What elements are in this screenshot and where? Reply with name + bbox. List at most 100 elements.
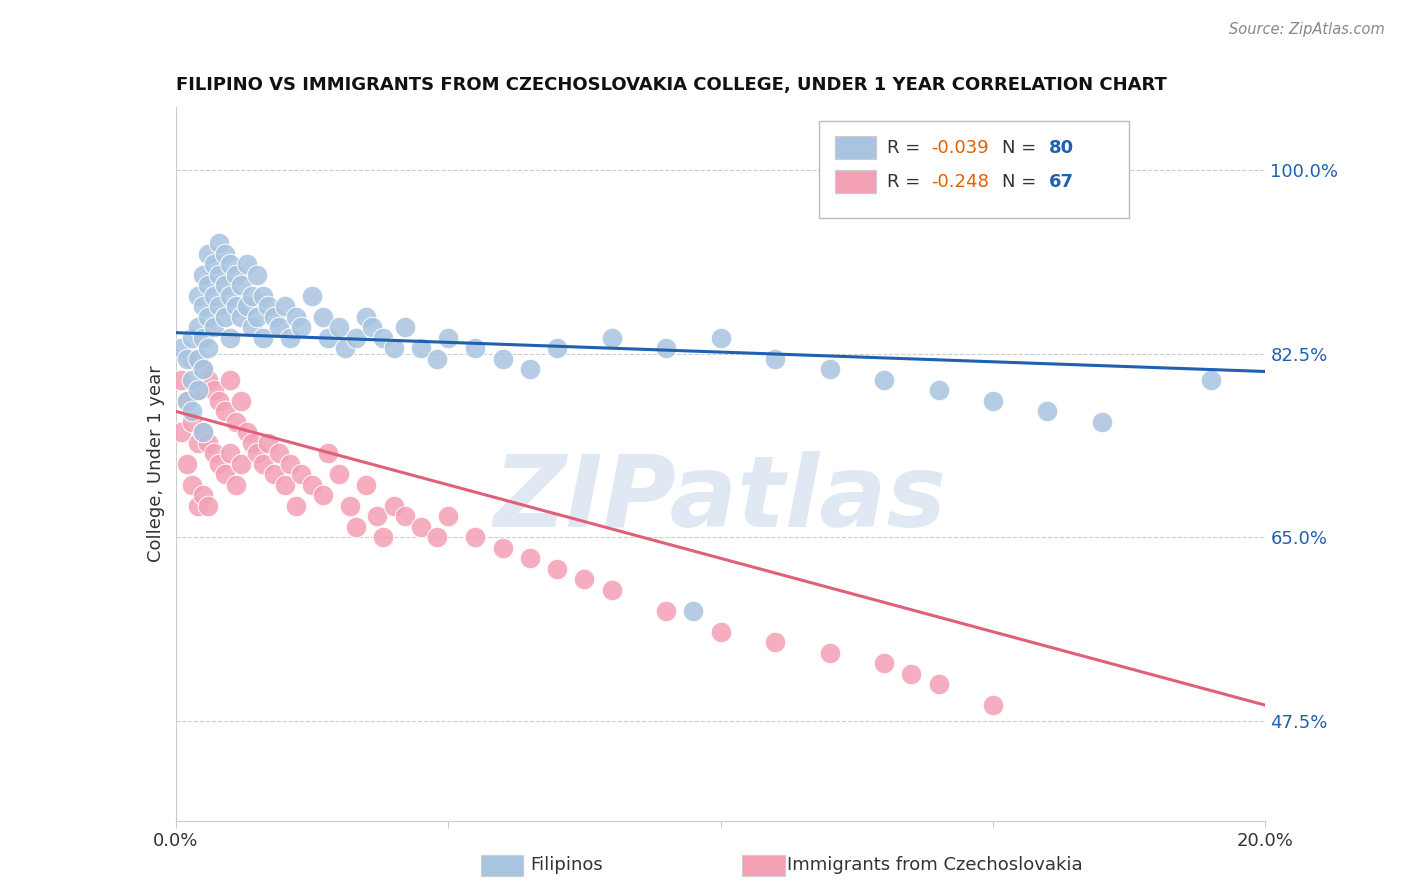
Point	[682, 604, 704, 618]
Point	[382, 342, 405, 356]
Point	[202, 257, 225, 271]
Point	[231, 393, 253, 408]
Point	[464, 530, 486, 544]
Point	[186, 499, 209, 513]
Point	[186, 384, 209, 398]
Point	[181, 373, 204, 387]
Point	[246, 310, 269, 324]
Point	[240, 435, 263, 450]
Point	[981, 698, 1004, 713]
Point	[710, 624, 733, 639]
Point	[426, 351, 449, 366]
Point	[546, 562, 568, 576]
Text: N =: N =	[1001, 139, 1042, 157]
Point	[426, 530, 449, 544]
Point	[170, 342, 193, 356]
Point	[339, 499, 361, 513]
Point	[246, 446, 269, 460]
Point	[818, 362, 841, 376]
Point	[492, 541, 515, 555]
Point	[290, 320, 312, 334]
Point	[519, 362, 541, 376]
FancyBboxPatch shape	[818, 121, 1129, 218]
Point	[278, 457, 301, 471]
Point	[546, 342, 568, 356]
Point	[186, 435, 209, 450]
Point	[274, 478, 297, 492]
Point	[873, 657, 896, 671]
Point	[235, 257, 257, 271]
Point	[318, 331, 340, 345]
Point	[225, 300, 247, 314]
Point	[763, 351, 786, 366]
Text: -0.248: -0.248	[931, 173, 988, 191]
Text: FILIPINO VS IMMIGRANTS FROM CZECHOSLOVAKIA COLLEGE, UNDER 1 YEAR CORRELATION CHA: FILIPINO VS IMMIGRANTS FROM CZECHOSLOVAK…	[176, 77, 1167, 95]
Point	[710, 331, 733, 345]
Point	[818, 646, 841, 660]
Point	[312, 310, 335, 324]
Point	[191, 362, 214, 376]
Point	[371, 331, 394, 345]
Point	[655, 604, 678, 618]
Point	[176, 457, 198, 471]
Point	[269, 446, 291, 460]
Text: Immigrants from Czechoslovakia: Immigrants from Czechoslovakia	[787, 856, 1083, 874]
Point	[240, 289, 263, 303]
Point	[252, 331, 274, 345]
Point	[382, 499, 405, 513]
Point	[197, 278, 219, 293]
Point	[257, 300, 280, 314]
Point	[519, 551, 541, 566]
Point	[263, 310, 285, 324]
Text: Source: ZipAtlas.com: Source: ZipAtlas.com	[1229, 22, 1385, 37]
Bar	[835, 136, 876, 159]
Point	[318, 446, 340, 460]
Point	[344, 520, 367, 534]
Point	[301, 289, 323, 303]
Point	[344, 331, 367, 345]
Point	[208, 393, 231, 408]
Point	[191, 300, 214, 314]
Point	[225, 415, 247, 429]
Text: 67: 67	[1049, 173, 1074, 191]
Point	[219, 373, 242, 387]
Point	[197, 435, 219, 450]
Point	[360, 320, 382, 334]
Point	[290, 467, 312, 482]
Point	[1036, 404, 1059, 418]
Point	[202, 384, 225, 398]
Point	[181, 478, 204, 492]
Point	[328, 320, 350, 334]
Point	[214, 404, 236, 418]
Text: R =: R =	[887, 139, 927, 157]
Point	[202, 320, 225, 334]
Point	[181, 351, 204, 366]
Point	[176, 393, 198, 408]
Point	[409, 342, 432, 356]
Point	[214, 278, 236, 293]
Point	[186, 351, 209, 366]
Point	[284, 499, 307, 513]
Point	[246, 268, 269, 282]
Point	[181, 415, 204, 429]
Text: ZIPatlas: ZIPatlas	[494, 451, 948, 548]
Text: 80: 80	[1049, 139, 1074, 157]
Point	[191, 331, 214, 345]
Point	[371, 530, 394, 544]
Point	[763, 635, 786, 649]
Point	[900, 666, 922, 681]
Point	[655, 342, 678, 356]
Point	[235, 300, 257, 314]
Point	[225, 268, 247, 282]
Point	[328, 467, 350, 482]
Point	[176, 351, 198, 366]
Point	[366, 509, 388, 524]
Point	[600, 582, 623, 597]
Point	[170, 373, 193, 387]
Point	[181, 331, 204, 345]
Point	[301, 478, 323, 492]
Point	[437, 509, 460, 524]
Point	[356, 310, 378, 324]
Point	[312, 488, 335, 502]
Point	[176, 393, 198, 408]
